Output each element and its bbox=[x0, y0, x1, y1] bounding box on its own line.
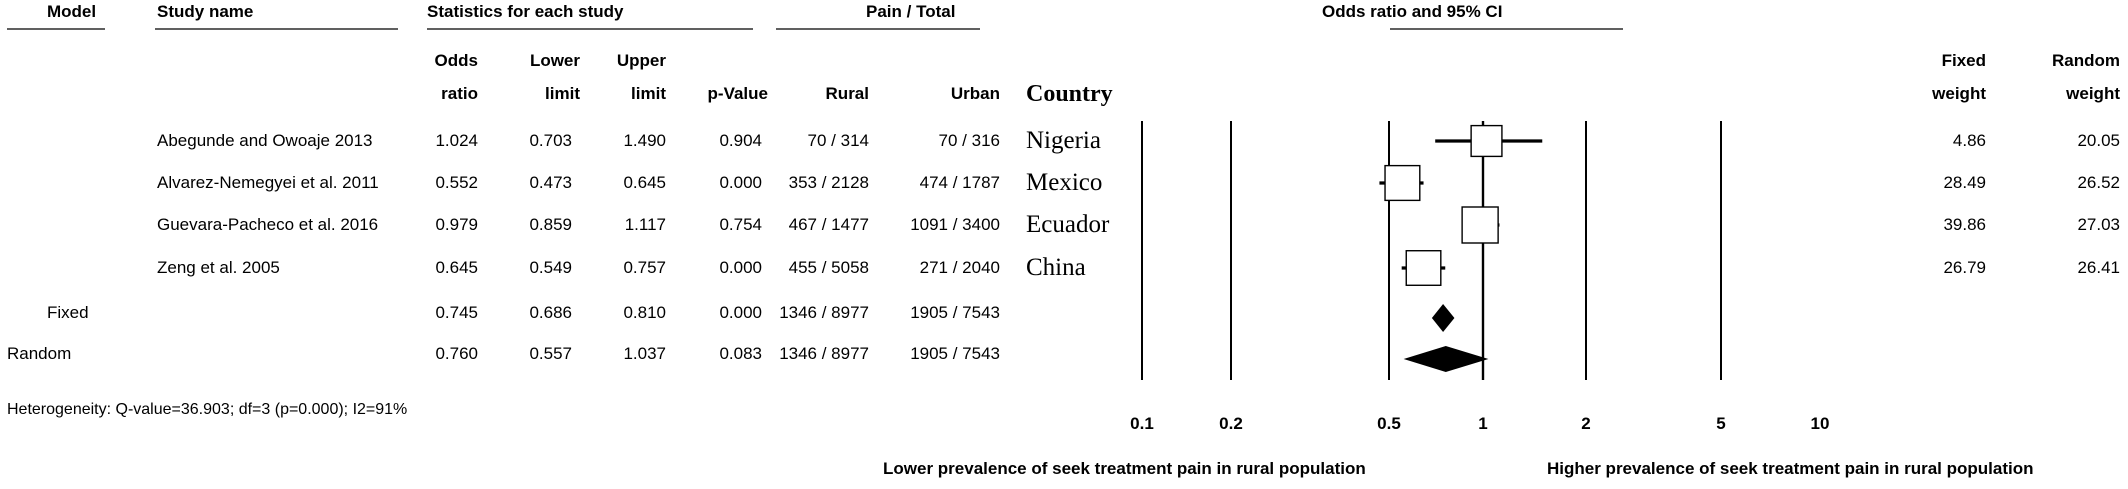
p-value: 0.000 bbox=[719, 303, 762, 322]
lower-limit-value: 0.686 bbox=[529, 303, 572, 322]
random-effect-diamond bbox=[1403, 346, 1489, 372]
plot-marks bbox=[1379, 124, 1543, 372]
upper-limit-value: 1.117 bbox=[625, 215, 666, 234]
header-or-group: Odds ratio and 95% CI bbox=[1322, 2, 1502, 21]
urban-value: 1905 / 7543 bbox=[910, 303, 1000, 322]
axis-label-left: Lower prevalence of seek treatment pain … bbox=[883, 459, 1366, 478]
axis-tick-label: 0.5 bbox=[1377, 414, 1401, 433]
axis-tick-label: 1 bbox=[1478, 414, 1487, 433]
model-label: Random bbox=[7, 344, 71, 363]
study-row: Zeng et al. 2005 0.645 0.549 0.757 0.000… bbox=[157, 254, 2120, 281]
country-name: China bbox=[1026, 254, 1086, 281]
urban-value: 474 / 1787 bbox=[920, 173, 1000, 192]
fixed-weight-value: 4.86 bbox=[1953, 131, 1986, 150]
header-random-weight-line1: Random bbox=[2052, 51, 2120, 70]
random-weight-value: 26.41 bbox=[2077, 258, 2120, 277]
upper-limit-value: 0.757 bbox=[623, 258, 666, 277]
upper-limit-value: 0.645 bbox=[623, 173, 666, 192]
fixed-weight-value: 28.49 bbox=[1943, 173, 1986, 192]
header-rural: Rural bbox=[826, 84, 869, 103]
odds-ratio-value: 1.024 bbox=[435, 131, 478, 150]
rural-value: 467 / 1477 bbox=[789, 215, 869, 234]
header-stats-group: Statistics for each study bbox=[427, 2, 624, 21]
plot-gridlines bbox=[1141, 121, 1722, 380]
header-lower-limit-line2: limit bbox=[545, 84, 580, 103]
random-weight-value: 20.05 bbox=[2077, 131, 2120, 150]
header-country: Country bbox=[1026, 81, 1113, 107]
rural-value: 455 / 5058 bbox=[789, 258, 869, 277]
header-lower-limit-line1: Lower bbox=[530, 51, 580, 70]
urban-value: 271 / 2040 bbox=[920, 258, 1000, 277]
country-name: Mexico bbox=[1026, 169, 1102, 196]
p-value: 0.000 bbox=[719, 173, 762, 192]
study-name: Zeng et al. 2005 bbox=[157, 258, 280, 277]
upper-limit-value: 0.810 bbox=[623, 303, 666, 322]
urban-value: 70 / 316 bbox=[939, 131, 1000, 150]
lower-limit-value: 0.549 bbox=[529, 258, 572, 277]
study-name: Alvarez-Nemegyei et al. 2011 bbox=[157, 173, 379, 192]
header-fixed-weight-line1: Fixed bbox=[1942, 51, 1986, 70]
study-name: Guevara-Pacheco et al. 2016 bbox=[157, 215, 378, 234]
p-value: 0.904 bbox=[719, 131, 762, 150]
header-model: Model bbox=[47, 2, 96, 21]
header-urban: Urban bbox=[951, 84, 1000, 103]
axis-tick-label: 2 bbox=[1581, 414, 1590, 433]
header-study-name: Study name bbox=[157, 2, 253, 21]
rural-value: 1346 / 8977 bbox=[779, 344, 869, 363]
lower-limit-value: 0.859 bbox=[529, 215, 572, 234]
rural-value: 353 / 2128 bbox=[789, 173, 869, 192]
random-weight-value: 26.52 bbox=[2077, 173, 2120, 192]
plot-tick-labels: 0.1 0.2 0.5 1 2 5 10 bbox=[1130, 414, 1829, 433]
axis-tick-label: 5 bbox=[1716, 414, 1725, 433]
urban-value: 1091 / 3400 bbox=[910, 215, 1000, 234]
point-estimate-box bbox=[1470, 124, 1503, 158]
header-fixed-weight-line2: weight bbox=[1931, 84, 1986, 103]
point-estimate-box bbox=[1405, 250, 1442, 286]
axis-tick-label: 10 bbox=[1811, 414, 1830, 433]
header-random-weight-line2: weight bbox=[2065, 84, 2120, 103]
header-upper-limit-line1: Upper bbox=[617, 51, 667, 70]
header-p-value: p-Value bbox=[708, 84, 768, 103]
model-label: Fixed bbox=[47, 303, 89, 322]
upper-limit-value: 1.490 bbox=[623, 131, 666, 150]
header-odds-ratio-line2: ratio bbox=[441, 84, 478, 103]
lower-limit-value: 0.557 bbox=[529, 344, 572, 363]
axis-tick-label: 0.2 bbox=[1219, 414, 1243, 433]
rural-value: 70 / 314 bbox=[808, 131, 869, 150]
odds-ratio-value: 0.979 bbox=[435, 215, 478, 234]
header-upper-limit-line2: limit bbox=[631, 84, 666, 103]
p-value: 0.754 bbox=[719, 215, 762, 234]
study-name: Abegunde and Owoaje 2013 bbox=[157, 131, 373, 150]
p-value: 0.000 bbox=[719, 258, 762, 277]
country-name: Ecuador bbox=[1026, 211, 1110, 238]
header-pain-group: Pain / Total bbox=[866, 2, 955, 21]
random-weight-value: 27.03 bbox=[2077, 215, 2120, 234]
odds-ratio-value: 0.552 bbox=[435, 173, 478, 192]
country-name: Nigeria bbox=[1026, 127, 1101, 154]
lower-limit-value: 0.703 bbox=[529, 131, 572, 150]
fixed-weight-value: 39.86 bbox=[1943, 215, 1986, 234]
odds-ratio-value: 0.645 bbox=[435, 258, 478, 277]
axis-label-right: Higher prevalence of seek treatment pain… bbox=[1547, 459, 2034, 478]
header-odds-ratio-line1: Odds bbox=[435, 51, 478, 70]
odds-ratio-value: 0.760 bbox=[435, 344, 478, 363]
p-value: 0.083 bbox=[719, 344, 762, 363]
fixed-effect-diamond bbox=[1431, 304, 1455, 332]
pooled-row-fixed: Fixed 0.745 0.686 0.810 0.000 1346 / 897… bbox=[47, 303, 1000, 322]
study-row: Guevara-Pacheco et al. 2016 0.979 0.859 … bbox=[157, 211, 2120, 238]
point-estimate-box bbox=[1384, 164, 1421, 202]
study-row: Alvarez-Nemegyei et al. 2011 0.552 0.473… bbox=[157, 169, 2120, 196]
rural-value: 1346 / 8977 bbox=[779, 303, 869, 322]
pooled-row-random: Random 0.760 0.557 1.037 0.083 1346 / 89… bbox=[7, 344, 1000, 363]
odds-ratio-value: 0.745 bbox=[435, 303, 478, 322]
axis-tick-label: 0.1 bbox=[1130, 414, 1154, 433]
heterogeneity-note: Heterogeneity: Q-value=36.903; df=3 (p=0… bbox=[7, 401, 407, 418]
lower-limit-value: 0.473 bbox=[529, 173, 572, 192]
study-row: Abegunde and Owoaje 2013 1.024 0.703 1.4… bbox=[157, 127, 2120, 154]
urban-value: 1905 / 7543 bbox=[910, 344, 1000, 363]
fixed-weight-value: 26.79 bbox=[1943, 258, 1986, 277]
upper-limit-value: 1.037 bbox=[623, 344, 666, 363]
point-estimate-box bbox=[1461, 206, 1499, 244]
